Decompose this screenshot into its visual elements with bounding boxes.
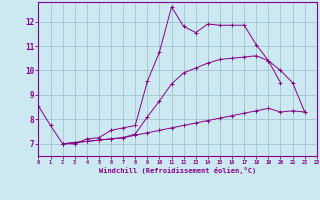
X-axis label: Windchill (Refroidissement éolien,°C): Windchill (Refroidissement éolien,°C): [99, 167, 256, 174]
